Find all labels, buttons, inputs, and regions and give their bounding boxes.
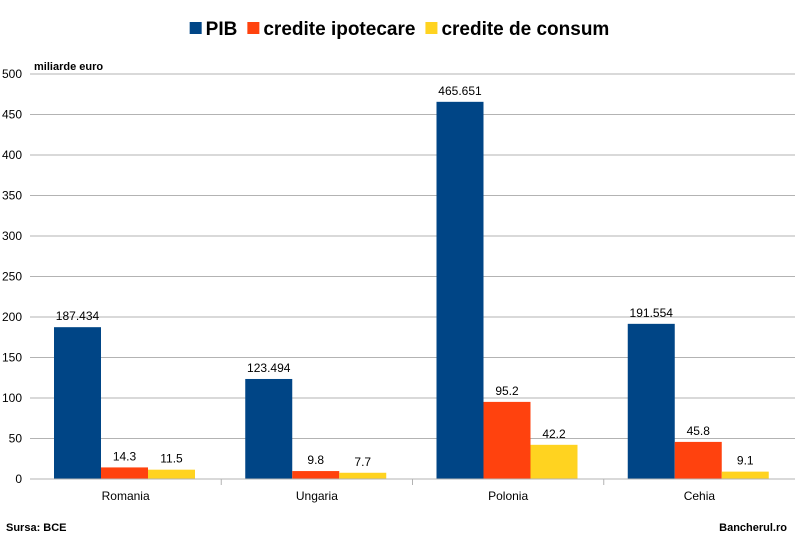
- category-label: Cehia: [684, 489, 716, 503]
- legend-label: credite ipotecare: [263, 19, 415, 40]
- category-label: Polonia: [488, 489, 528, 503]
- data-label: 9.8: [307, 453, 324, 467]
- data-label: 191.554: [630, 306, 674, 320]
- data-label: 95.2: [495, 384, 519, 398]
- bar: [54, 327, 101, 479]
- data-label: 9.1: [737, 454, 754, 468]
- bar: [339, 472, 387, 479]
- category-label: Romania: [102, 489, 150, 503]
- bar: [530, 444, 578, 479]
- category-labels: Romania Ungaria Polonia Cehia: [102, 489, 716, 503]
- data-label: 465.651: [438, 84, 482, 98]
- data-labels: 187.434 14.3 11.5 123.494 9.8 7.7 465.651 95.2 4…: [56, 84, 754, 469]
- legend-swatch: [189, 22, 202, 34]
- data-label: 42.2: [542, 427, 566, 441]
- data-label: 123.494: [247, 361, 291, 375]
- category-label: Ungaria: [296, 489, 338, 503]
- bar: [627, 323, 675, 479]
- legend-label: credite de consum: [441, 19, 609, 40]
- data-label: 7.7: [354, 455, 371, 469]
- y-tick-label: 200: [2, 310, 22, 324]
- legend-label: PIB: [206, 19, 238, 40]
- y-tick-label: 400: [2, 148, 22, 162]
- bar: [101, 467, 148, 479]
- bar: [721, 471, 769, 479]
- data-label: 45.8: [687, 424, 711, 438]
- y-axis-unit-label: miliarde euro: [34, 61, 103, 73]
- bar: [483, 401, 531, 479]
- y-tick-label: 0: [15, 472, 22, 486]
- legend-swatch: [247, 22, 260, 34]
- gridlines: [30, 73, 795, 439]
- brand-watermark: Bancherul.ro: [719, 522, 787, 534]
- data-label: 11.5: [160, 452, 183, 466]
- bar: [436, 101, 484, 479]
- y-tick-label: 300: [2, 229, 22, 243]
- y-tick-label: 50: [9, 432, 23, 446]
- y-tick-label: 450: [2, 108, 22, 122]
- data-label: 187.434: [56, 309, 100, 323]
- bar: [148, 469, 195, 479]
- x-axis: [30, 478, 795, 485]
- y-tick-label: 150: [2, 351, 22, 365]
- bar: [245, 378, 293, 479]
- source-note: Sursa: BCE: [6, 522, 67, 534]
- legend-swatch: [425, 22, 438, 34]
- bar: [292, 471, 340, 479]
- y-tick-label: 500: [2, 67, 22, 81]
- y-tick-label: 250: [2, 270, 22, 284]
- legend: PIB credite ipotecare credite de consum: [189, 19, 609, 40]
- y-axis-ticks: 0 50 100 150 200 250 300 350 400 450 500: [2, 67, 22, 486]
- y-tick-label: 100: [2, 391, 22, 405]
- bars: [54, 101, 769, 479]
- data-label: 14.3: [113, 449, 137, 463]
- bar: [674, 441, 722, 479]
- y-tick-label: 350: [2, 189, 22, 203]
